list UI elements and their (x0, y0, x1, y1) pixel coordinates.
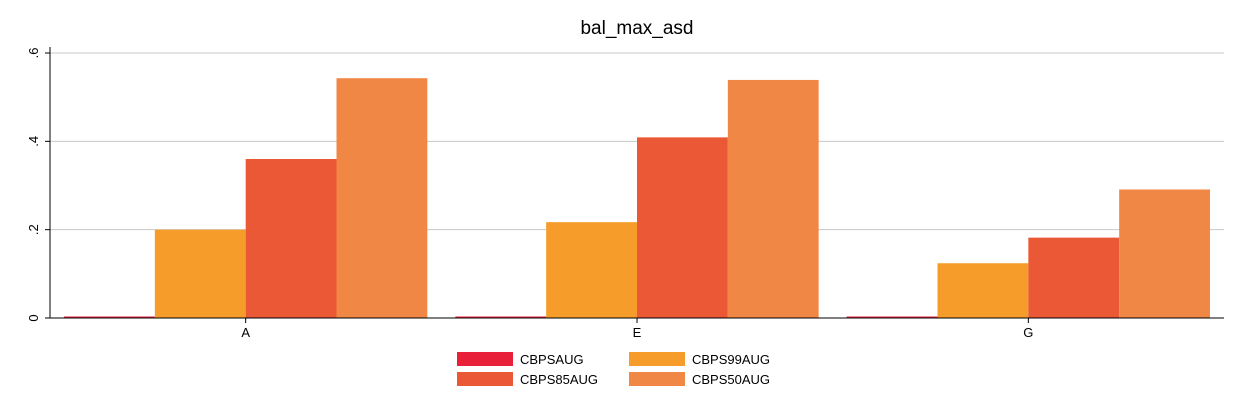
bars (64, 78, 1210, 318)
category-label: A (241, 325, 250, 340)
bar (64, 316, 155, 318)
y-tick-label: 0 (26, 314, 41, 321)
category-label: G (1023, 325, 1033, 340)
bar (336, 78, 428, 318)
category-label: E (633, 325, 642, 340)
bar (455, 316, 547, 318)
bar (1119, 189, 1210, 318)
bar (637, 137, 728, 318)
bar (245, 159, 337, 318)
legend-swatch (457, 352, 513, 366)
legend-label: CBPS85AUG (520, 372, 598, 387)
bar (727, 79, 819, 318)
bar (546, 222, 637, 318)
bar (154, 229, 246, 318)
y-axis: 0 .2 .4 .6 (26, 47, 51, 322)
bar (937, 263, 1029, 318)
legend-swatch (629, 352, 685, 366)
y-tick-label: .2 (26, 224, 41, 235)
legend-label: CBPS50AUG (692, 372, 770, 387)
chart-title: bal_max_asd (580, 18, 693, 39)
y-tick-label: .6 (26, 48, 41, 59)
legend: CBPSAUG CBPS99AUG CBPS85AUG CBPS50AUG (457, 352, 770, 387)
legend-swatch (457, 372, 513, 386)
legend-label: CBPS99AUG (692, 352, 770, 367)
bar (1028, 237, 1120, 318)
legend-label: CBPSAUG (520, 352, 584, 367)
y-tick-label: .4 (26, 136, 41, 147)
legend-swatch (629, 372, 685, 386)
bar (846, 316, 938, 318)
